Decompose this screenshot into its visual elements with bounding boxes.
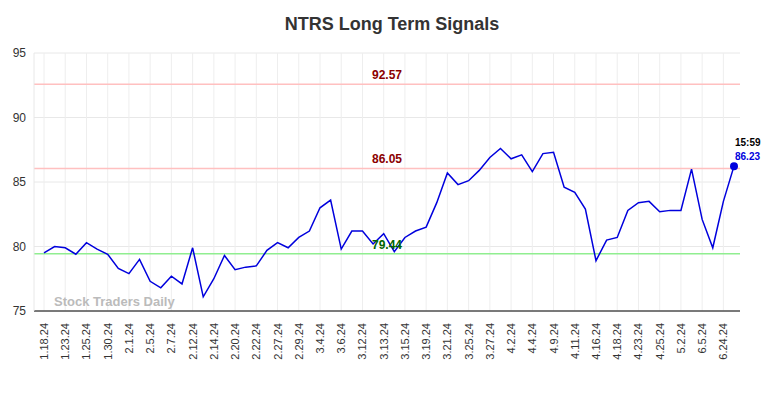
svg-text:4.11.24: 4.11.24 (569, 323, 581, 359)
svg-text:3.6.24: 3.6.24 (335, 323, 347, 354)
svg-text:2.1.24: 2.1.24 (123, 323, 135, 354)
svg-text:2.5.24: 2.5.24 (144, 323, 156, 354)
svg-text:92.57: 92.57 (372, 68, 402, 82)
svg-text:85: 85 (13, 175, 27, 189)
svg-text:2.20.24: 2.20.24 (229, 323, 241, 360)
svg-text:4.23.24: 4.23.24 (632, 323, 644, 360)
svg-text:75: 75 (13, 304, 27, 318)
svg-text:15:59: 15:59 (735, 137, 761, 148)
svg-text:4.18.24: 4.18.24 (611, 323, 623, 360)
html-text:NTRS Long Term Signals: NTRS Long Term Signals (284, 14, 500, 34)
svg-text:2.29.24: 2.29.24 (293, 323, 305, 360)
svg-text:4.25.24: 4.25.24 (654, 323, 666, 360)
svg-text:6.5.24: 6.5.24 (696, 323, 708, 354)
svg-text:1.25.24: 1.25.24 (80, 323, 92, 360)
svg-text:5.2.24: 5.2.24 (675, 323, 687, 354)
svg-text:3.19.24: 3.19.24 (420, 323, 432, 360)
svg-text:3.12.24: 3.12.24 (356, 323, 368, 360)
svg-text:4.16.24: 4.16.24 (590, 323, 602, 360)
svg-text:1.23.24: 1.23.24 (59, 323, 71, 360)
svg-text:86.05: 86.05 (372, 152, 402, 166)
svg-text:3.27.24: 3.27.24 (484, 323, 496, 360)
svg-text:3.13.24: 3.13.24 (378, 323, 390, 360)
svg-text:2.7.24: 2.7.24 (165, 323, 177, 354)
svg-text:1.30.24: 1.30.24 (102, 323, 114, 360)
svg-text:90: 90 (13, 111, 27, 125)
svg-text:86.23: 86.23 (735, 151, 760, 162)
svg-text:4.4.24: 4.4.24 (526, 323, 538, 354)
svg-text:80: 80 (13, 240, 27, 254)
svg-text:79.44: 79.44 (372, 238, 402, 252)
svg-text:4.9.24: 4.9.24 (548, 323, 560, 354)
svg-text:6.24.24: 6.24.24 (717, 323, 729, 360)
svg-text:3.21.24: 3.21.24 (441, 323, 453, 360)
svg-text:3.25.24: 3.25.24 (463, 323, 475, 360)
svg-text:3.4.24: 3.4.24 (314, 323, 326, 354)
svg-text:2.22.24: 2.22.24 (250, 323, 262, 360)
svg-text:4.2.24: 4.2.24 (505, 323, 517, 354)
svg-text:95: 95 (13, 46, 27, 60)
svg-text:3.15.24: 3.15.24 (399, 323, 411, 360)
svg-text:1.18.24: 1.18.24 (38, 323, 50, 360)
svg-text:2.27.24: 2.27.24 (272, 323, 284, 360)
svg-text:2.14.24: 2.14.24 (208, 323, 220, 360)
svg-text:2.12.24: 2.12.24 (187, 323, 199, 360)
html-text:Stock Traders Daily: Stock Traders Daily (54, 294, 175, 309)
